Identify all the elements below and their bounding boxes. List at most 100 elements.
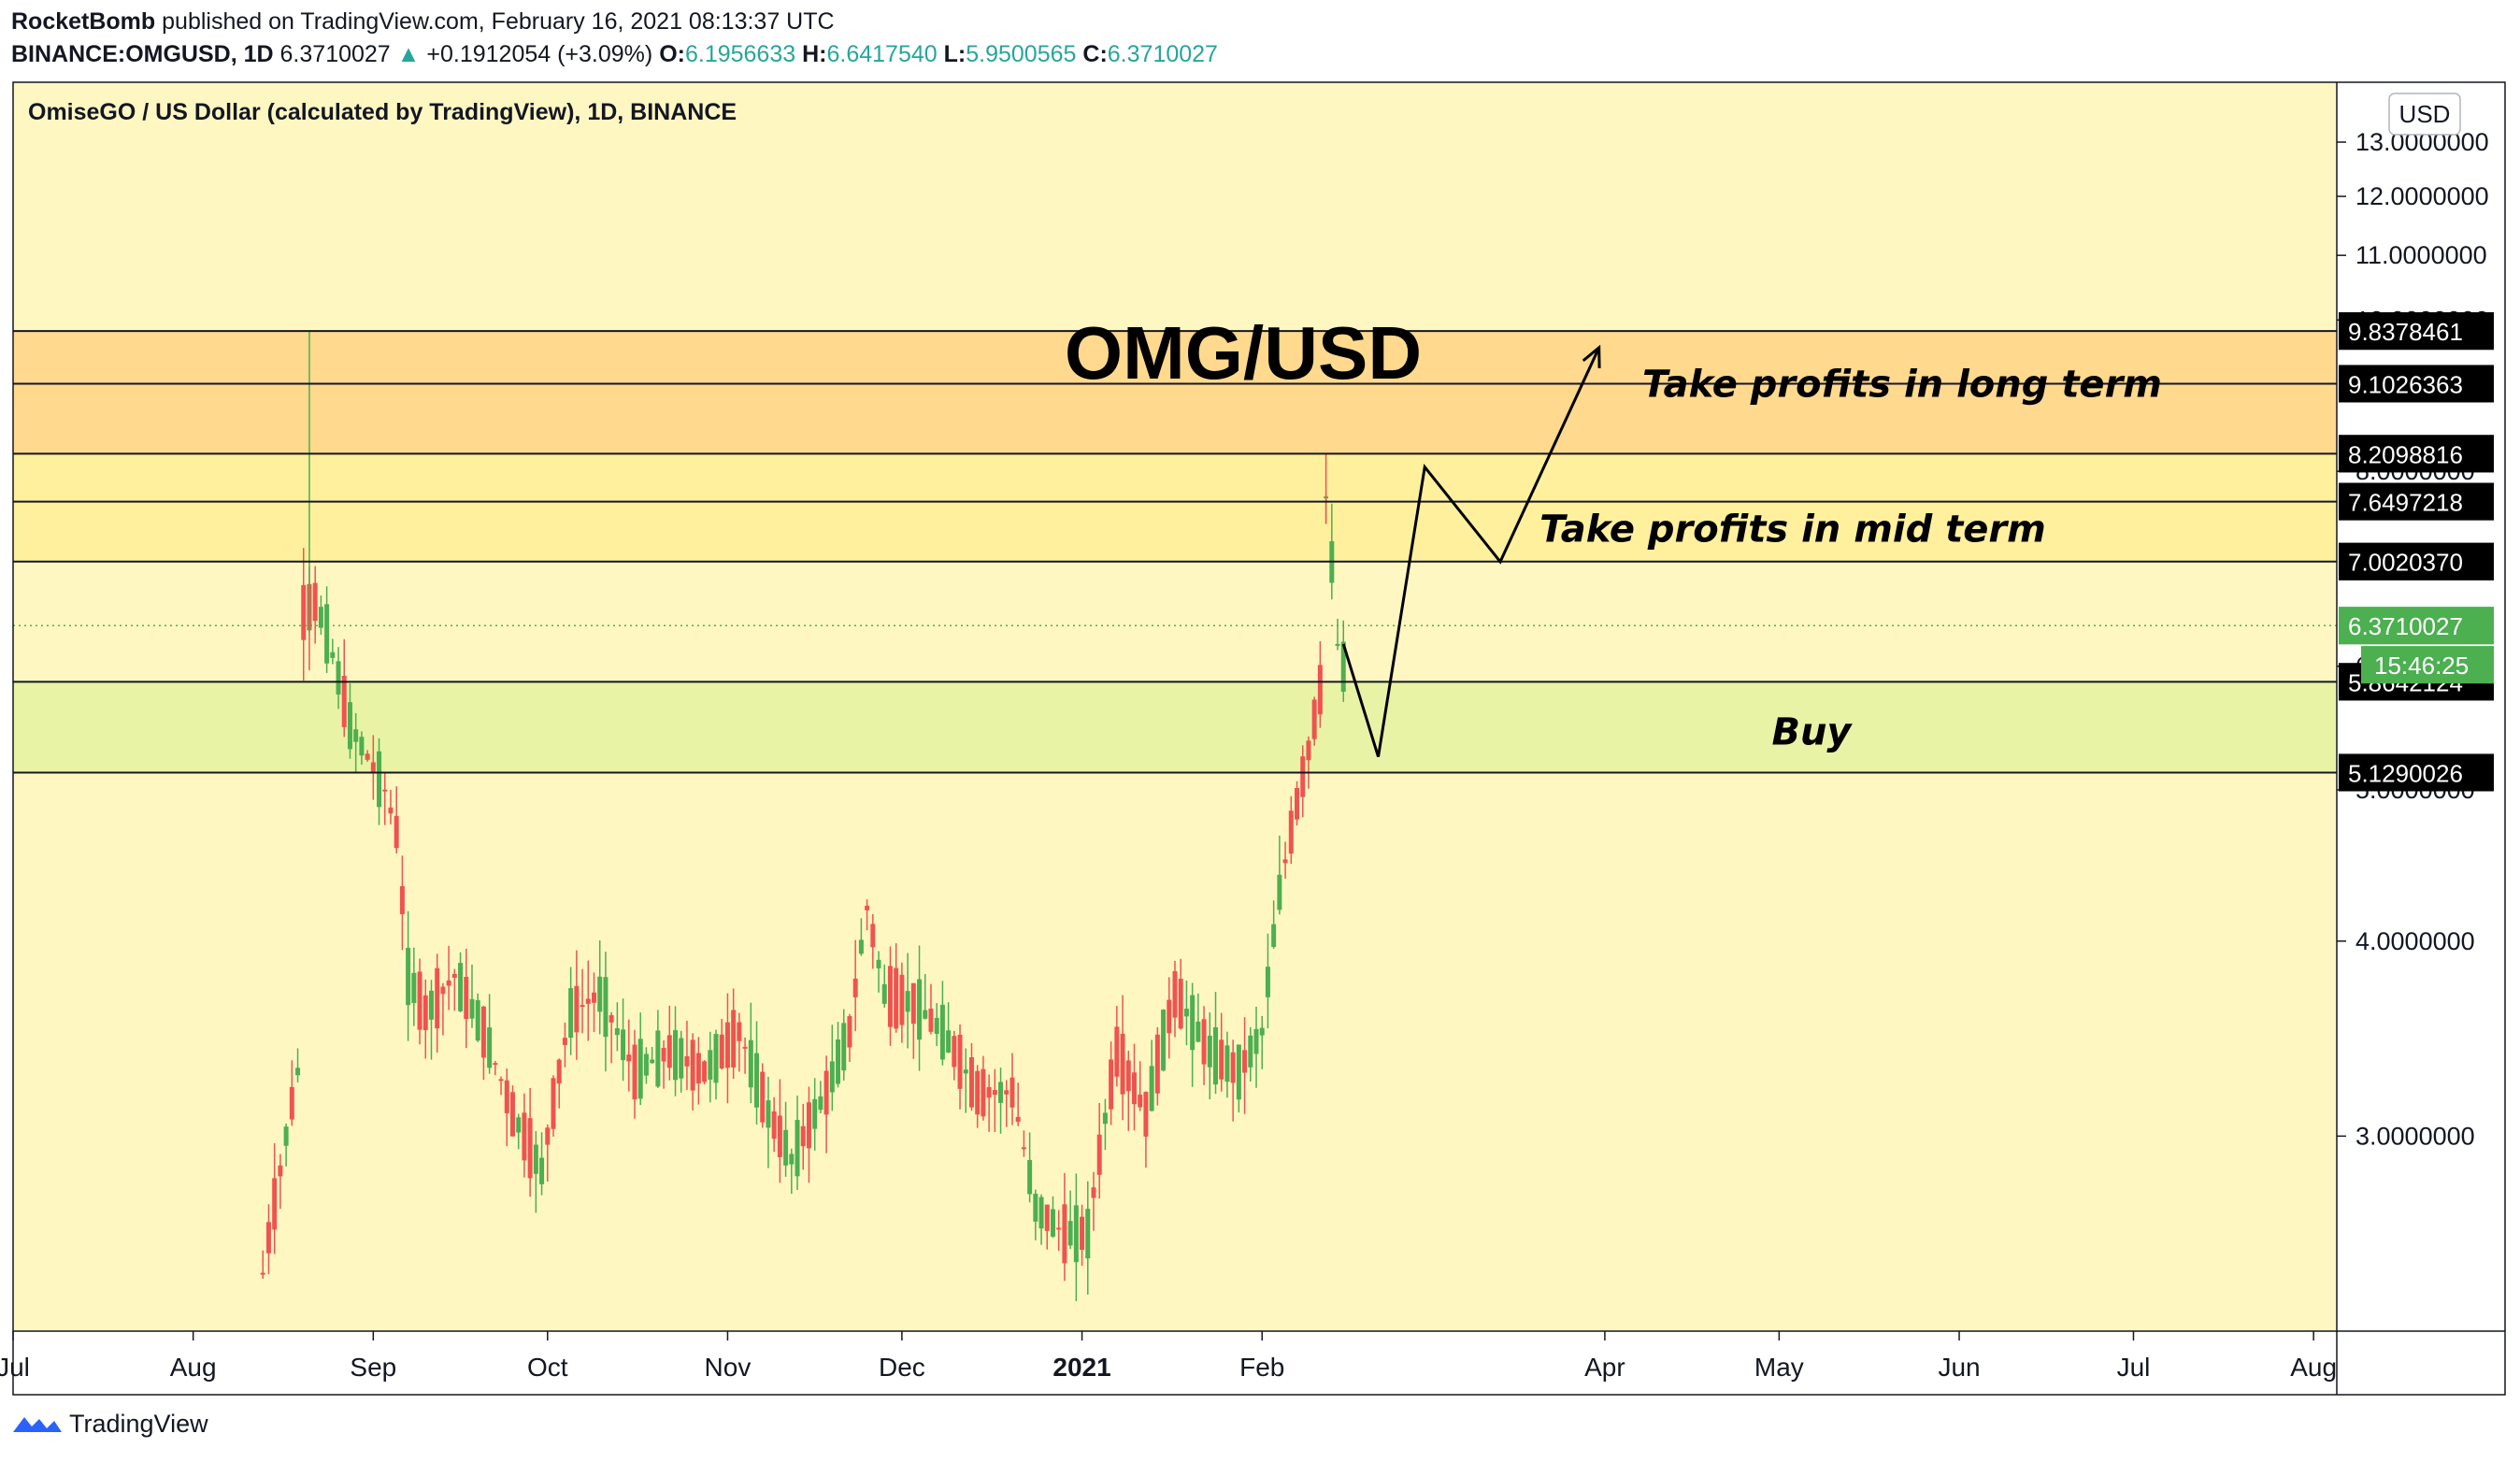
- candle-body: [399, 885, 405, 914]
- candle-body: [283, 1126, 289, 1146]
- high-label: H:: [802, 41, 827, 67]
- candle-body: [917, 979, 923, 1040]
- close-label: C:: [1082, 41, 1108, 67]
- candle-body: [1248, 1035, 1253, 1068]
- candle-body: [509, 1092, 515, 1137]
- up-triangle-icon: ▲: [396, 41, 421, 67]
- candle-body: [934, 1017, 939, 1034]
- currency-button[interactable]: [2388, 93, 2461, 136]
- candle-body: [370, 762, 376, 773]
- candle-body: [708, 1050, 713, 1080]
- candle-body: [737, 1022, 742, 1041]
- candle-body: [783, 1129, 789, 1166]
- x-tick-label: Dec: [879, 1353, 925, 1382]
- candle-body: [939, 1004, 945, 1060]
- candle-body: [574, 985, 580, 1033]
- candle-body: [748, 1039, 753, 1088]
- candle-body: [1340, 641, 1346, 692]
- candle-body: [545, 1127, 551, 1145]
- candle-body: [533, 1144, 538, 1174]
- candle-body: [766, 1100, 771, 1128]
- candle-body: [1009, 1077, 1015, 1108]
- candle-body: [702, 1061, 708, 1082]
- candle-body: [650, 1059, 655, 1064]
- x-tick-label: May: [1754, 1353, 1804, 1382]
- candle-body: [894, 968, 899, 1029]
- open-value: 6.1956633: [684, 41, 796, 67]
- candle-body: [446, 980, 451, 986]
- candle-body: [952, 1036, 957, 1068]
- candle-body: [899, 974, 905, 1025]
- level-price-box: [2339, 542, 2494, 580]
- candle-body: [865, 905, 870, 910]
- candle-body: [603, 977, 609, 1038]
- level-price-label: 9.8378461: [2348, 318, 2463, 346]
- candle-body: [318, 607, 323, 628]
- brand-name[interactable]: TradingView: [69, 1410, 208, 1438]
- candle-body: [464, 977, 469, 1020]
- candle-body: [742, 1046, 748, 1049]
- candle-body: [539, 1157, 545, 1184]
- candle-body: [1207, 1035, 1212, 1068]
- projection-path[interactable]: [1341, 347, 1601, 758]
- candle-body: [592, 992, 596, 1003]
- candle-body: [986, 1086, 992, 1098]
- candle-body: [923, 1010, 928, 1019]
- candle-body: [823, 1070, 829, 1115]
- publish-line: RocketBomb published on TradingView.com,…: [11, 6, 1218, 37]
- chart-title: OMG/USD: [1065, 311, 1422, 394]
- level-price-box: [2339, 753, 2494, 792]
- candle-body: [1044, 1204, 1050, 1231]
- candle-body: [1062, 1204, 1067, 1264]
- level-price-box: [2339, 482, 2494, 521]
- last-price-label: 6.3710027: [2348, 612, 2463, 640]
- author-name[interactable]: RocketBomb: [11, 8, 156, 35]
- y-tick-label: 11.0000000: [2355, 241, 2487, 269]
- candle-body: [928, 1008, 934, 1032]
- candle-body: [272, 1178, 278, 1230]
- candle-body: [731, 1010, 737, 1068]
- candle-body: [1027, 1159, 1033, 1195]
- published-text: published on TradingView.com, February 1…: [162, 8, 835, 35]
- level-price-box: [2339, 435, 2494, 473]
- x-tick-label: Feb: [1239, 1353, 1284, 1382]
- candle-body: [1271, 924, 1277, 948]
- candle-body: [1230, 1052, 1236, 1083]
- candle-body: [614, 1028, 620, 1036]
- candle-body: [887, 966, 893, 1027]
- candle-body: [330, 652, 336, 658]
- candle-body: [626, 1054, 632, 1062]
- candle-body: [556, 1059, 562, 1084]
- candle-body: [1033, 1194, 1038, 1222]
- countdown-box: [2361, 646, 2494, 684]
- candle-body: [1091, 1187, 1096, 1198]
- symbol-label: BINANCE:OMGUSD, 1D: [11, 41, 274, 67]
- zone-3: [13, 681, 2337, 773]
- candle-body: [771, 1111, 777, 1140]
- candle-body: [609, 1015, 614, 1023]
- candle-body: [684, 1055, 690, 1067]
- candle-body: [632, 1044, 637, 1100]
- open-label: O:: [659, 41, 685, 67]
- candle-body: [637, 1039, 643, 1099]
- candle-body: [1015, 1116, 1021, 1123]
- candle-body: [998, 1082, 1004, 1103]
- candle-body: [957, 1034, 963, 1089]
- candle-body: [1109, 1059, 1114, 1110]
- price-axis[interactable]: [2337, 82, 2505, 1331]
- candle-body: [469, 998, 475, 1019]
- candle-body: [394, 815, 399, 849]
- y-tick-label: 12.0000000: [2355, 182, 2489, 210]
- candle-body: [359, 737, 365, 756]
- candle-body: [1190, 995, 1196, 1051]
- candle-body: [1311, 699, 1317, 739]
- candle-body: [568, 988, 574, 1039]
- candle-body: [1167, 999, 1172, 1034]
- time-axis[interactable]: [13, 1331, 2505, 1395]
- candle-body: [422, 995, 428, 1030]
- candle-body: [1219, 1039, 1224, 1080]
- x-tick-label: Nov: [705, 1353, 752, 1382]
- candle-body: [1277, 874, 1282, 910]
- candle-body: [690, 1039, 695, 1091]
